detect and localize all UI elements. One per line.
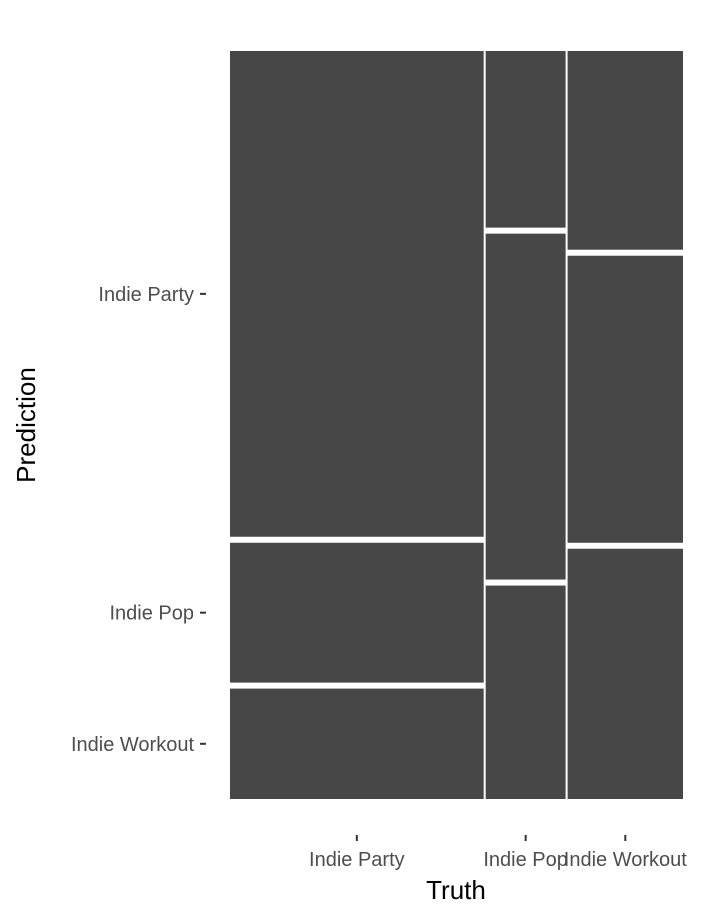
y-axis-title: Prediction — [11, 367, 41, 483]
y-tick-label-indie-party: Indie Party — [98, 284, 194, 306]
tile-indie-pop-indie-pop — [485, 233, 566, 580]
tile-indie-party-indie-party — [230, 51, 484, 537]
tile-indie-pop-indie-party — [485, 51, 566, 228]
y-axis: Indie Party Indie Pop Indie Workout — [71, 284, 206, 756]
y-tick-label-indie-workout: Indie Workout — [71, 734, 194, 756]
tile-indie-workout-indie-pop — [567, 255, 683, 543]
mosaic-tiles — [230, 51, 683, 799]
y-tick-label-indie-pop: Indie Pop — [109, 603, 194, 625]
x-tick-label-indie-party: Indie Party — [309, 849, 405, 871]
x-axis-title: Truth — [426, 875, 486, 905]
x-tick-label-indie-pop: Indie Pop — [483, 849, 568, 871]
tile-indie-pop-indie-workout — [485, 585, 566, 799]
tile-indie-workout-indie-workout — [567, 548, 683, 799]
x-tick-label-indie-workout: Indie Workout — [564, 849, 687, 871]
tile-indie-party-indie-pop — [230, 542, 484, 683]
tile-indie-workout-indie-party — [567, 51, 683, 250]
tile-indie-party-indie-workout — [230, 688, 484, 799]
